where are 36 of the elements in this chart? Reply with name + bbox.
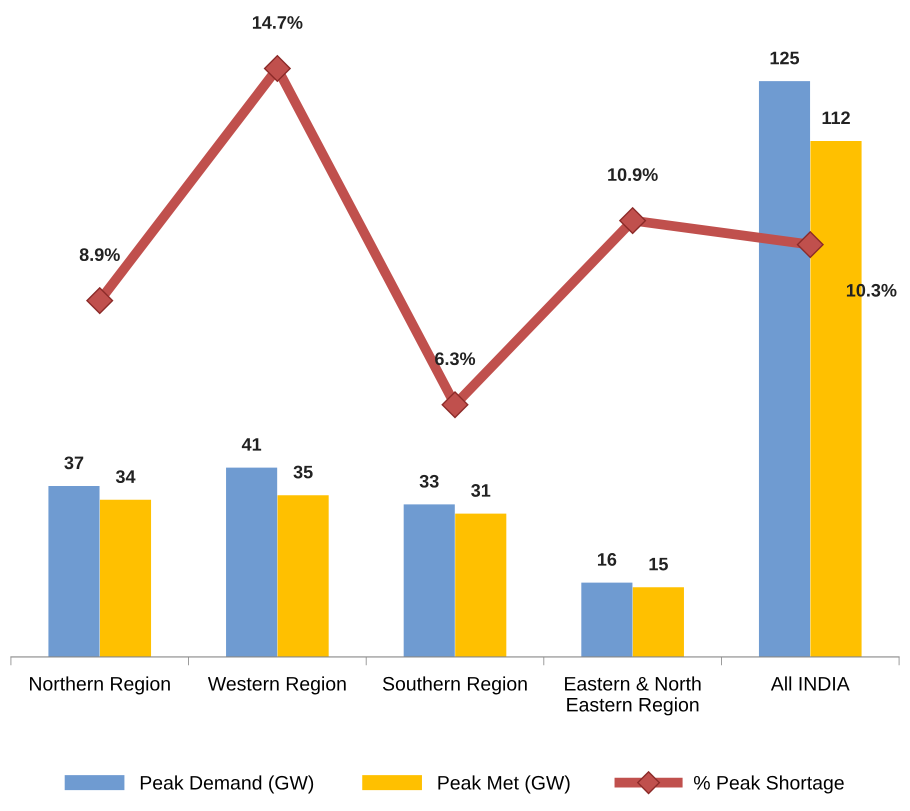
data-label: 14.7%: [252, 16, 302, 29]
bar: [48, 486, 100, 657]
point: [86, 287, 114, 314]
bar: [278, 495, 329, 657]
bar: [455, 514, 506, 657]
point: [619, 207, 646, 234]
legend-label: Peak Met (GW): [438, 775, 570, 794]
bar: [581, 582, 632, 657]
data-label: 33: [420, 474, 439, 488]
bar: [404, 504, 455, 657]
data-label: 8.9%: [80, 248, 120, 262]
x-tick-label: Eastern & North Eastern Region: [565, 676, 701, 716]
bar: [758, 81, 810, 657]
point: [264, 55, 291, 82]
data-label: 37: [64, 456, 84, 470]
x-tick-label: Western Region: [208, 676, 346, 694]
point: [796, 231, 824, 258]
data-label: 6.3%: [435, 352, 476, 366]
data-label: 35: [294, 466, 313, 478]
bar: [226, 468, 278, 657]
data-label: 10.9%: [608, 168, 658, 181]
data-label: 31: [471, 484, 490, 497]
x-tick-label: Southern Region: [382, 676, 527, 694]
data-label: 112: [822, 111, 850, 124]
data-label: 125: [770, 52, 800, 64]
data-label: 15: [649, 558, 668, 570]
x-tick-label: All INDIA: [770, 676, 850, 690]
bar: [632, 587, 684, 657]
legend-label: % Peak Shortage: [694, 775, 844, 794]
data-label: 34: [116, 470, 136, 484]
legend-label: Peak Demand (GW): [140, 775, 314, 794]
data-label: 41: [242, 438, 262, 451]
data-label: 16: [598, 553, 616, 566]
point: [442, 391, 468, 418]
x-tick-label: Northern Region: [30, 676, 170, 694]
bar: [100, 500, 152, 657]
